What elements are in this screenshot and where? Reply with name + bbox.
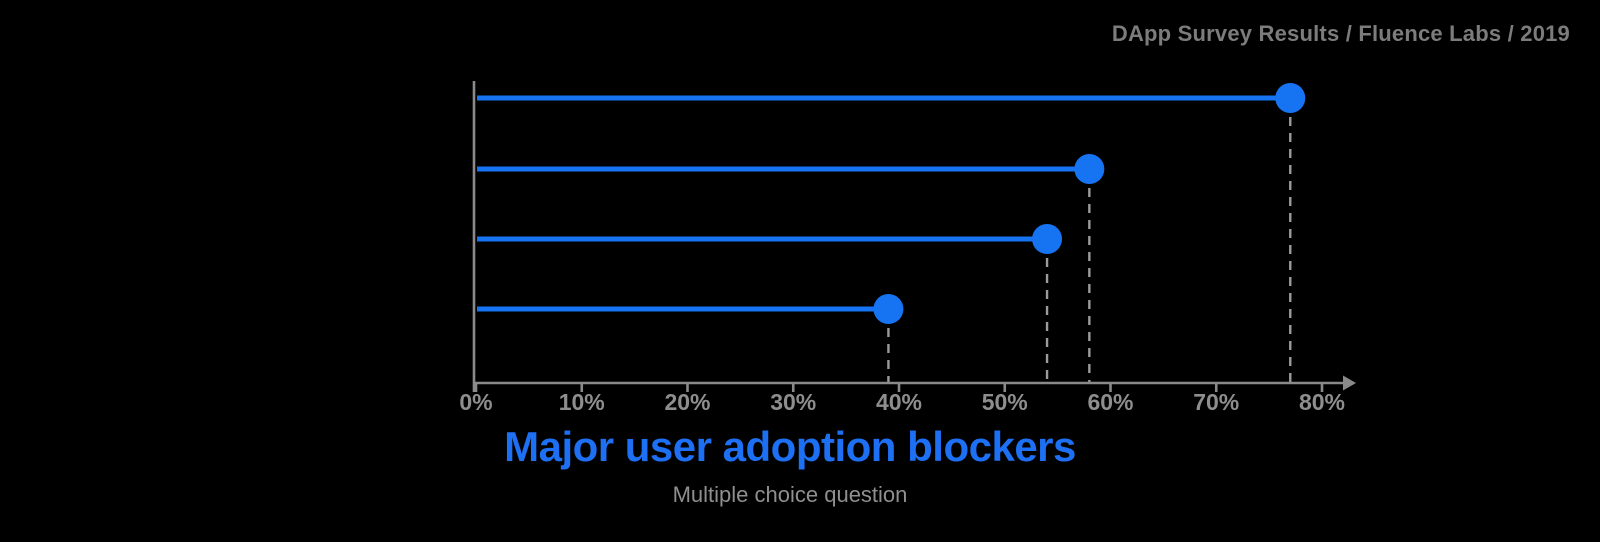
x-axis-tick-label: 50%: [982, 389, 1028, 415]
x-axis-tick-label: 40%: [876, 389, 922, 415]
x-axis-tick-label: 60%: [1087, 389, 1133, 415]
chart-source-attribution: DApp Survey Results / Fluence Labs / 201…: [1111, 21, 1570, 46]
chart-title-block: Major user adoption blockers Multiple ch…: [430, 423, 1150, 508]
x-axis-tick-label: 20%: [664, 389, 710, 415]
x-axis-tick-label: 0%: [459, 389, 492, 415]
x-axis-tick-label: 10%: [559, 389, 605, 415]
x-axis-arrow-icon: [1343, 375, 1356, 391]
x-axis-tick-label: 80%: [1299, 389, 1345, 415]
lollipop-dot: [1032, 224, 1063, 254]
lollipop-dot: [1275, 83, 1306, 113]
x-axis-tick-label: 70%: [1193, 389, 1239, 415]
chart-subtitle: Multiple choice question: [672, 482, 908, 508]
lollipop-dot: [1074, 154, 1105, 184]
chart-title: Major user adoption blockers: [504, 423, 1076, 470]
x-axis-tick-label: 30%: [770, 389, 816, 415]
lollipop-dot: [873, 294, 904, 324]
